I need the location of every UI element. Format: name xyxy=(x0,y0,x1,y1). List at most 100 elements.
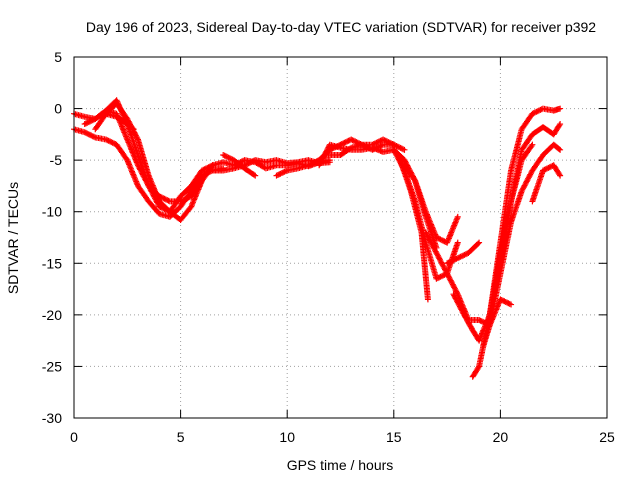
data-point xyxy=(454,239,461,246)
data-point xyxy=(252,172,259,179)
data-point-run xyxy=(412,177,429,219)
plot-frame xyxy=(73,56,608,419)
axis-ticks: 0 5 10 15 20 25 -30 -25 -20 -15 -10 -5 0 5 xyxy=(42,49,615,445)
data-point-run xyxy=(135,182,151,204)
x-tick-label: 10 xyxy=(279,429,295,445)
data-point-run xyxy=(433,234,449,245)
data-point xyxy=(476,239,483,246)
plot-border xyxy=(73,56,608,419)
data-point-run xyxy=(188,173,204,195)
data-point-run xyxy=(497,200,514,256)
data-point-run xyxy=(316,143,333,169)
data-point-run xyxy=(422,213,439,250)
data-point-run xyxy=(177,184,194,200)
y-tick-label: -30 xyxy=(42,410,62,426)
data-point-run xyxy=(518,112,535,133)
data-point-run xyxy=(390,146,407,163)
data-point xyxy=(454,213,461,220)
x-axis-label: GPS time / hours xyxy=(287,457,394,473)
data-point-run xyxy=(508,189,525,225)
y-tick-label: 5 xyxy=(54,49,62,65)
data-point-run xyxy=(262,157,278,166)
data-point-run xyxy=(518,132,535,153)
data-point-run xyxy=(113,113,130,127)
data-series xyxy=(209,157,333,174)
data-point-run xyxy=(241,165,257,178)
data-point-run xyxy=(113,141,130,162)
data-point-run xyxy=(540,142,556,158)
data-point-run xyxy=(550,141,562,152)
data-point-run xyxy=(444,270,460,296)
data-point-run xyxy=(497,220,514,277)
data-series xyxy=(444,239,483,267)
y-tick-label: -20 xyxy=(42,307,62,323)
data-point-run xyxy=(550,122,563,138)
y-axis-label: SDTVAR / TECUs xyxy=(5,182,21,294)
data-series xyxy=(103,110,137,133)
data-point-run xyxy=(135,162,151,188)
data-point-run xyxy=(401,162,418,183)
x-tick-label: 15 xyxy=(386,429,402,445)
grid-lines xyxy=(74,57,607,418)
data-points xyxy=(71,97,564,380)
data-point-run xyxy=(444,255,460,267)
data-point xyxy=(401,146,408,153)
data-point xyxy=(557,146,564,153)
data-point xyxy=(326,159,333,166)
data-point xyxy=(130,126,137,133)
data-point-run xyxy=(465,240,481,256)
data-point-run xyxy=(390,141,407,153)
data-point xyxy=(198,177,205,184)
data-point-run xyxy=(486,272,504,329)
data-point-run xyxy=(188,168,204,189)
y-tick-label: -25 xyxy=(42,358,62,374)
data-point-run xyxy=(422,239,439,281)
data-point-run xyxy=(177,204,194,223)
data-point-run xyxy=(444,215,461,246)
data-point-run xyxy=(529,168,546,205)
y-tick-label: -10 xyxy=(42,204,62,220)
data-point-run xyxy=(518,168,535,195)
x-tick-label: 0 xyxy=(70,429,78,445)
data-point-run xyxy=(450,291,467,317)
data-point xyxy=(557,105,564,112)
data-point xyxy=(557,172,564,179)
data-point-run xyxy=(508,127,525,174)
data-point-run xyxy=(305,157,321,169)
data-point-run xyxy=(469,364,482,380)
data-series xyxy=(480,141,564,349)
data-point-run xyxy=(529,153,546,174)
data-point-run xyxy=(124,157,141,188)
data-point-run xyxy=(124,136,141,167)
y-tick-label: -15 xyxy=(42,255,62,271)
data-point-run xyxy=(422,229,439,255)
data-point-run xyxy=(81,129,97,140)
data-point-run xyxy=(550,162,563,178)
data-point-run xyxy=(177,193,193,205)
data-series xyxy=(529,162,564,205)
data-series xyxy=(220,152,259,179)
data-point-run xyxy=(103,136,119,147)
data-point xyxy=(529,141,536,148)
y-tick-label: 0 xyxy=(54,101,62,117)
data-point-run xyxy=(71,110,87,120)
data-point-run xyxy=(145,172,162,203)
data-point-run xyxy=(497,296,513,307)
data-point-run xyxy=(113,100,130,121)
data-point-run xyxy=(92,112,109,133)
data-series xyxy=(397,157,431,303)
data-point xyxy=(508,301,515,308)
data-point-run xyxy=(407,188,425,234)
data-point-run xyxy=(135,136,152,178)
data-point-run xyxy=(145,198,162,216)
x-tick-label: 20 xyxy=(493,429,509,445)
y-tick-label: -5 xyxy=(50,152,63,168)
x-tick-label: 25 xyxy=(599,429,615,445)
data-point-run xyxy=(156,198,172,214)
data-point-run xyxy=(380,136,396,147)
data-point-run xyxy=(230,157,247,171)
x-tick-label: 5 xyxy=(177,429,185,445)
data-point-run xyxy=(397,157,414,193)
data-point-run xyxy=(508,148,525,205)
